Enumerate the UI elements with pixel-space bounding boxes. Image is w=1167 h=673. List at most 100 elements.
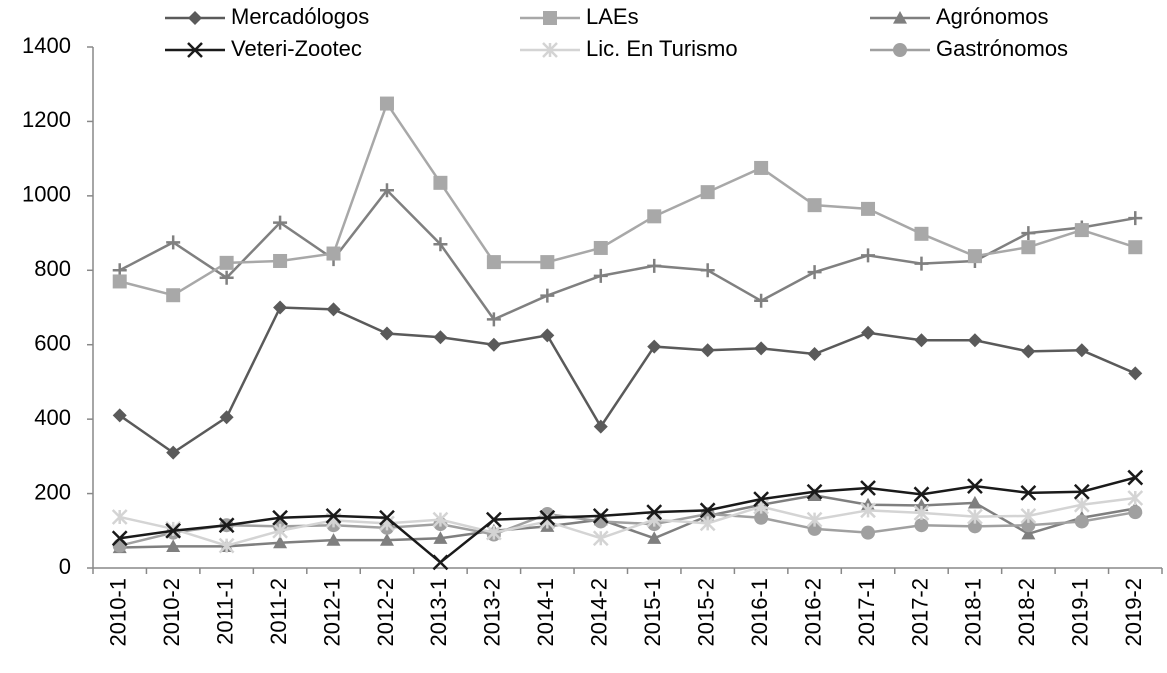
marker [700,343,715,358]
marker [893,43,907,57]
marker [166,539,181,553]
marker [433,175,448,190]
marker [433,531,448,544]
marker [540,328,555,343]
marker [967,249,982,264]
marker [166,235,181,250]
marker [1127,490,1144,506]
x-tick-label: 2016-1 [747,578,772,647]
marker [379,326,394,341]
marker [754,160,769,175]
marker [219,270,234,285]
marker [1128,240,1143,255]
marker [1074,223,1089,238]
series-line [119,476,1136,565]
y-tick-label: 0 [59,554,71,579]
marker [647,531,662,544]
marker [540,255,555,270]
series-line [119,510,1136,547]
marker [379,533,394,546]
legend-label: Veteri-Zootec [231,36,362,61]
marker [187,42,203,58]
marker [1020,484,1037,501]
marker [111,530,128,547]
marker [543,11,557,25]
marker [379,96,394,111]
marker [967,478,983,495]
marker [219,410,234,425]
marker [272,509,288,526]
marker [1128,366,1143,381]
marker [273,215,288,230]
marker [1021,344,1036,359]
marker [967,519,982,534]
marker [700,263,715,278]
marker [486,337,501,352]
marker [754,293,769,308]
marker [913,505,930,521]
x-tick-label: 2015-2 [693,578,718,647]
marker [1073,496,1090,513]
marker [542,42,558,58]
marker [326,533,341,546]
marker [1021,240,1036,255]
marker [593,240,608,255]
marker [914,226,929,241]
marker [325,508,342,524]
marker [807,265,822,280]
y-tick-label: 1400 [22,33,71,58]
marker [433,330,448,345]
marker [111,509,128,525]
series-line [119,188,1136,321]
marker [1128,505,1143,520]
marker [540,288,555,303]
marker [806,511,823,528]
x-tick-label: 2015-1 [640,578,665,647]
marker [914,333,929,348]
marker [967,495,982,509]
x-tick-label: 2013-1 [426,578,451,647]
marker [165,521,182,537]
marker [379,183,394,198]
marker [699,502,716,519]
marker [807,198,822,213]
x-tick-label: 2010-1 [106,578,131,647]
marker [379,509,395,526]
marker [485,524,502,541]
marker [807,347,822,362]
x-tick-label: 2012-2 [373,578,398,647]
marker [486,255,501,270]
marker [861,525,876,540]
marker [754,341,769,356]
marker [273,253,288,268]
marker [1127,469,1144,486]
y-tick-label: 200 [34,479,71,504]
marker [967,508,983,525]
marker [807,521,822,536]
y-tick-label: 1000 [22,182,71,207]
marker [1074,514,1089,529]
marker [112,408,127,423]
marker [219,255,234,270]
marker [1020,508,1037,524]
marker [112,274,127,289]
legend-label: Agrónomos [936,4,1049,29]
x-tick-label: 2017-1 [854,578,879,647]
marker [432,511,449,528]
x-tick-label: 2016-2 [800,578,825,647]
marker [273,535,288,549]
x-tick-label: 2013-2 [480,578,505,647]
marker [485,511,502,528]
marker [166,445,181,460]
marker [647,339,662,354]
legend-label: Mercadólogos [231,4,369,29]
x-tick-label: 2011-1 [212,578,237,645]
marker [646,511,663,528]
marker [1021,518,1036,533]
x-tick-label: 2011-2 [266,578,291,645]
marker [647,209,662,224]
marker [218,537,235,554]
marker [1128,211,1143,226]
x-tick-label: 2014-1 [533,578,558,647]
marker [539,509,556,526]
